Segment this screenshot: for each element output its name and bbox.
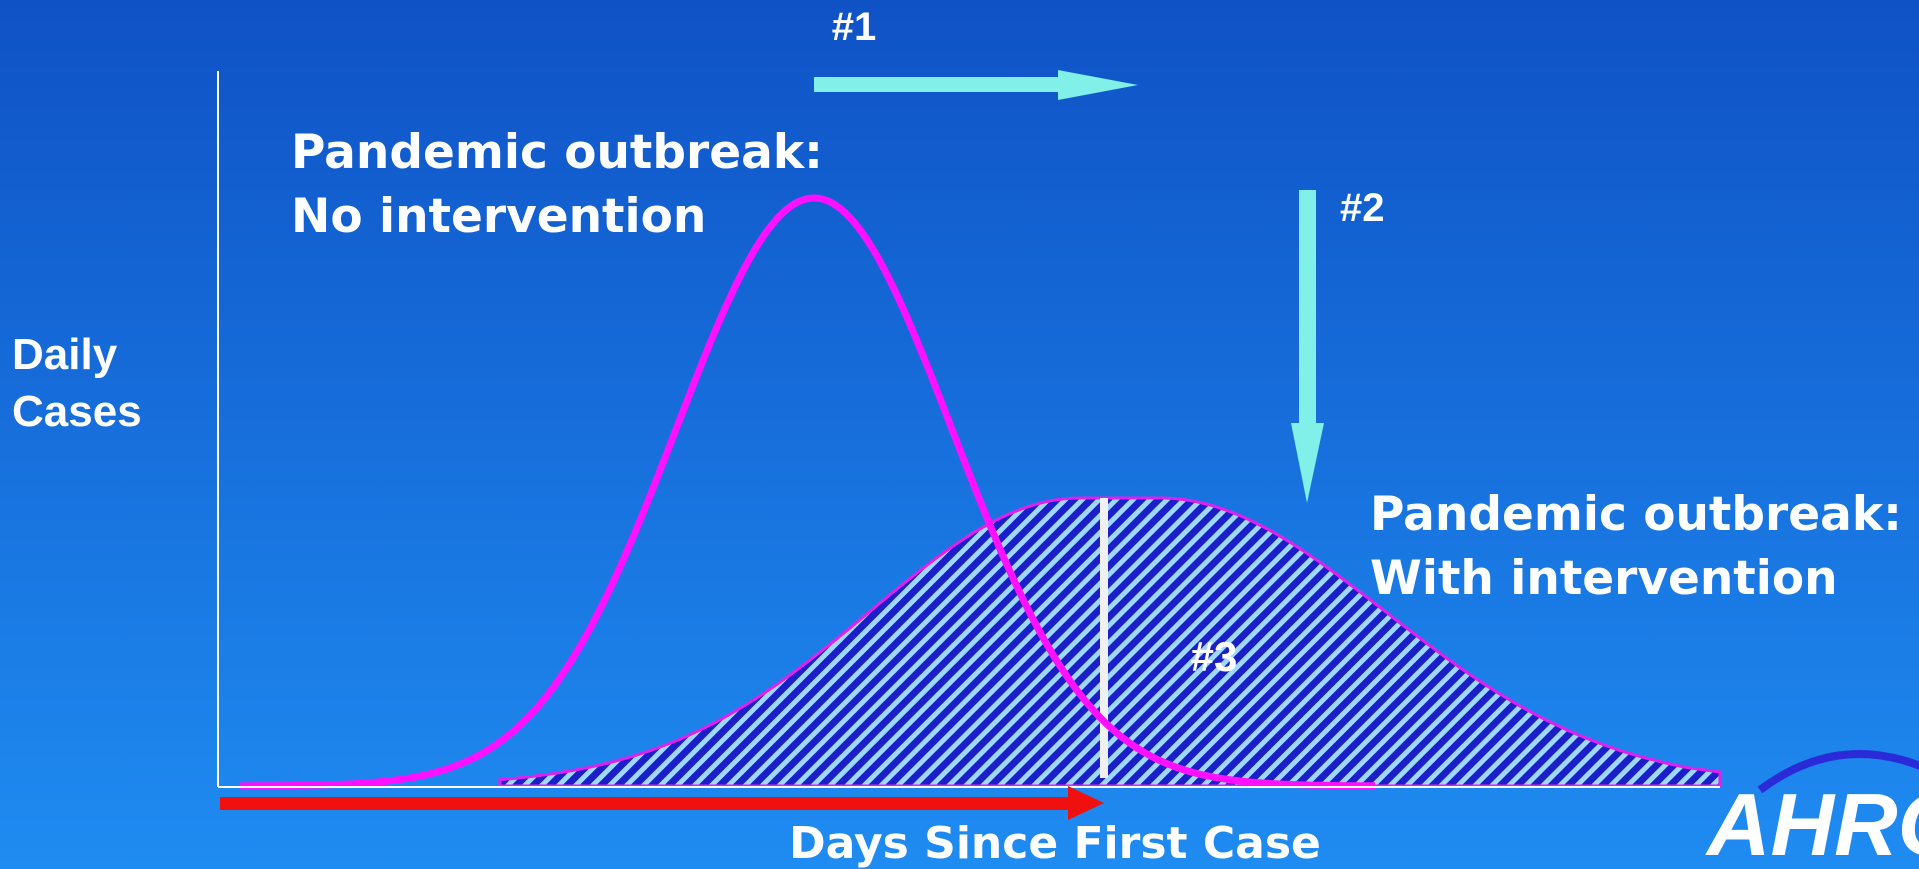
x-label: Days Since First Case [789, 818, 1321, 869]
intervention-curve [498, 496, 1722, 788]
logo: AHRQ [1705, 750, 1919, 869]
curve-label: Pandemic outbreak: [291, 125, 823, 180]
no-intervention-curve [239, 194, 1375, 790]
label-1: #1 [832, 5, 877, 49]
y-label: Daily [12, 330, 118, 379]
arrow-1 [814, 70, 1138, 100]
y-label: Cases [12, 387, 142, 436]
arrow-2 [1291, 190, 1324, 503]
curve-label: Pandemic outbreak: [1370, 487, 1902, 542]
label-3: #3 [1191, 633, 1238, 680]
label-2: #2 [1340, 186, 1385, 230]
timeline-arrow [220, 786, 1104, 820]
svg-text:AHRQ: AHRQ [1705, 775, 1919, 869]
curve-label: With intervention [1370, 551, 1838, 606]
curve-label: No intervention [291, 189, 706, 244]
